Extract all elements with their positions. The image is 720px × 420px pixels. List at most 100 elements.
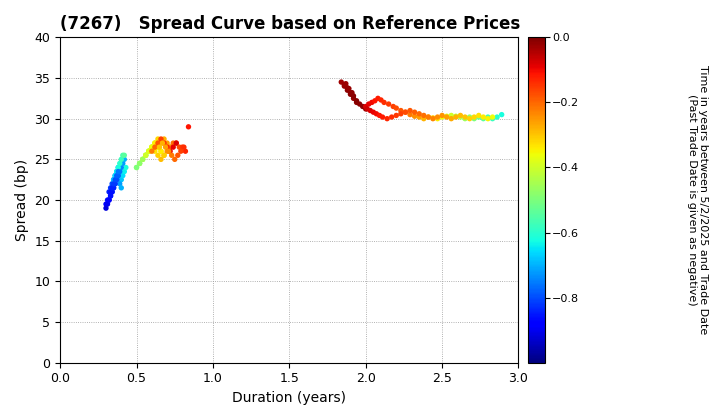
Point xyxy=(172,152,184,159)
Point xyxy=(117,152,129,159)
Point xyxy=(441,113,452,120)
Point xyxy=(174,144,185,150)
Point xyxy=(158,136,170,142)
Point xyxy=(100,201,112,207)
Point xyxy=(454,114,466,121)
Point xyxy=(157,140,168,147)
Point xyxy=(482,114,494,121)
Point xyxy=(459,114,471,121)
Point xyxy=(153,144,165,150)
Point xyxy=(115,176,127,183)
Point xyxy=(369,97,381,104)
Point xyxy=(102,197,113,203)
Point xyxy=(164,144,176,150)
Point xyxy=(152,136,163,142)
Point xyxy=(114,168,125,175)
Point xyxy=(390,112,402,119)
Point xyxy=(156,148,167,155)
Point xyxy=(469,114,480,121)
Point xyxy=(109,181,121,187)
Point xyxy=(152,144,163,150)
Point xyxy=(131,164,143,171)
Point xyxy=(152,140,163,147)
Point xyxy=(469,116,480,122)
Point xyxy=(143,148,155,155)
Point xyxy=(395,107,407,114)
Point xyxy=(432,116,444,122)
Point xyxy=(175,148,186,155)
Point xyxy=(137,156,148,163)
Point xyxy=(105,193,117,199)
Point xyxy=(346,89,358,96)
Point xyxy=(111,176,122,183)
Point xyxy=(427,116,438,122)
Point xyxy=(107,184,118,191)
Point xyxy=(345,91,356,97)
Point xyxy=(109,172,121,179)
Point xyxy=(163,148,174,155)
Point xyxy=(103,197,114,203)
Point xyxy=(180,148,192,155)
Point xyxy=(134,160,145,167)
Point xyxy=(464,116,475,122)
Point xyxy=(103,197,114,203)
Point xyxy=(140,152,151,159)
Point xyxy=(161,144,173,150)
Point xyxy=(164,144,176,150)
Point xyxy=(464,114,475,121)
Point xyxy=(115,156,127,163)
Point xyxy=(404,111,415,118)
Point xyxy=(107,189,118,195)
Point xyxy=(111,176,122,183)
Point xyxy=(477,114,489,121)
Point xyxy=(134,160,145,167)
Point xyxy=(119,168,130,175)
Point xyxy=(143,148,155,155)
Point xyxy=(111,168,122,175)
Point xyxy=(137,156,148,163)
Point xyxy=(473,114,485,121)
Point xyxy=(418,116,430,122)
Point xyxy=(432,114,444,121)
Point xyxy=(400,109,411,116)
Point xyxy=(146,144,158,150)
Point xyxy=(436,112,448,119)
Point xyxy=(386,114,397,121)
Point xyxy=(156,148,167,155)
Point xyxy=(146,144,158,150)
Point xyxy=(134,160,145,167)
Point xyxy=(341,87,353,94)
Point xyxy=(169,156,181,163)
Point xyxy=(115,164,127,171)
Point xyxy=(158,152,170,159)
Point xyxy=(372,95,384,102)
Point xyxy=(171,140,182,147)
Point xyxy=(473,112,485,119)
Point xyxy=(409,109,420,116)
Point xyxy=(112,164,124,171)
Point xyxy=(160,144,171,150)
Point xyxy=(149,148,161,155)
Point xyxy=(158,152,170,159)
Point xyxy=(108,176,120,183)
Point xyxy=(117,172,129,179)
Point xyxy=(183,123,194,130)
Point xyxy=(371,110,382,117)
Point xyxy=(176,144,188,150)
Point xyxy=(152,144,163,150)
Point xyxy=(137,156,148,163)
Point xyxy=(423,114,434,121)
Point xyxy=(161,148,173,155)
Point xyxy=(336,79,347,85)
Point xyxy=(441,114,452,121)
Point xyxy=(146,144,158,150)
Point xyxy=(111,172,122,179)
Text: (7267)   Spread Curve based on Reference Prices: (7267) Spread Curve based on Reference P… xyxy=(60,15,521,33)
Point xyxy=(168,140,179,147)
Point xyxy=(348,92,359,99)
Point xyxy=(156,140,167,147)
Point xyxy=(112,172,124,179)
Point xyxy=(146,144,158,150)
Point xyxy=(152,152,163,159)
Y-axis label: Spread (bp): Spread (bp) xyxy=(15,159,29,241)
